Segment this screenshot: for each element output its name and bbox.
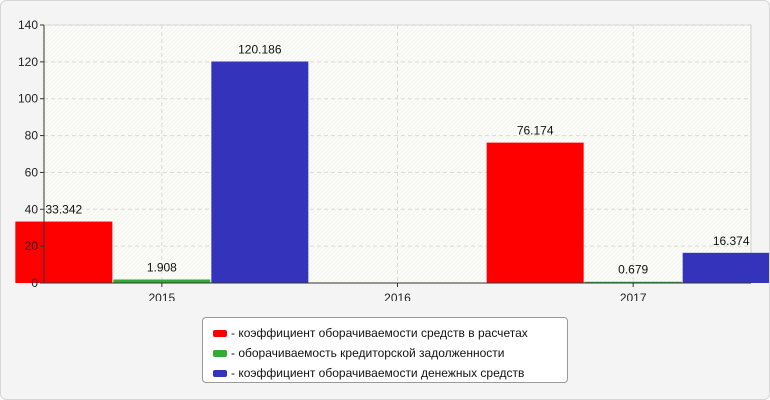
- bar-2015-series-1: [113, 279, 211, 283]
- y-axis-ticks: 0 20 40 60 80 100 120 140: [18, 18, 44, 290]
- y-tick-label: 120: [18, 55, 38, 69]
- legend-item-payables-turnover: - оборачиваемость кредиторской задолженн…: [213, 343, 567, 363]
- y-tick-label: 60: [25, 165, 39, 179]
- y-tick-label: 80: [25, 129, 39, 143]
- legend-swatch-red: [213, 329, 227, 337]
- data-label: 0.679: [618, 263, 648, 277]
- bar-2017-series-0: [486, 142, 584, 283]
- y-tick-label: 100: [18, 92, 38, 106]
- legend-swatch-green: [213, 349, 227, 357]
- y-tick-label: 40: [25, 202, 39, 216]
- data-label: 120.186: [238, 43, 282, 57]
- y-tick-label: 140: [18, 18, 38, 32]
- x-tick-label: 2015: [148, 291, 175, 301]
- data-label: 76.174: [517, 124, 554, 138]
- y-tick-label: 0: [31, 276, 38, 290]
- bar-2017-series-2: [682, 252, 769, 283]
- bar-2015-series-0: [15, 221, 113, 283]
- bar-chart: 0 20 40 60 80 100 120 140 2015 2016 2017 33.342 1.…: [15, 18, 769, 301]
- legend-item-cash-turnover: - коэффициент оборачиваемости денежных с…: [213, 363, 567, 383]
- bar-2017-series-1: [584, 281, 682, 283]
- legend-label: - коэффициент оборачиваемости средств в …: [231, 326, 528, 340]
- bar-2015-series-2: [211, 61, 309, 283]
- legend-swatch-blue: [213, 369, 227, 377]
- legend-item-receivables-turnover: - коэффициент оборачиваемости средств в …: [213, 323, 567, 343]
- bars: [15, 61, 769, 283]
- gridlines: [44, 24, 751, 283]
- legend-label: - коэффициент оборачиваемости денежных с…: [231, 366, 525, 380]
- y-tick-label: 20: [25, 239, 39, 253]
- x-tick-label: 2017: [620, 291, 647, 301]
- x-axis-ticks: 2015 2016 2017: [148, 283, 647, 301]
- x-tick-label: 2016: [384, 291, 411, 301]
- data-label: 1.908: [147, 260, 177, 274]
- data-labels: 33.342 1.908 120.186 76.174 0.679 16.374: [45, 43, 749, 277]
- legend-label: - оборачиваемость кредиторской задолженн…: [231, 346, 505, 360]
- legend: - коэффициент оборачиваемости средств в …: [202, 317, 568, 383]
- data-label: 33.342: [45, 203, 82, 217]
- data-label: 16.374: [713, 234, 750, 248]
